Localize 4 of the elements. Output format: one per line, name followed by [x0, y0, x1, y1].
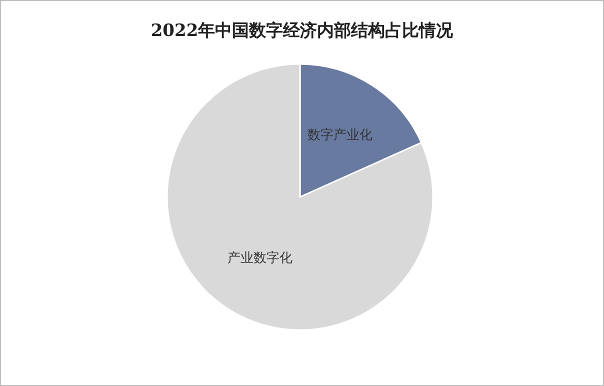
pie-slice — [166, 63, 434, 330]
slice-label: 数字产业化 — [307, 127, 372, 144]
chart-title: 2022年中国数字经济内部结构占比情况 — [150, 21, 454, 41]
slice-label: 产业数字化 — [228, 250, 293, 266]
